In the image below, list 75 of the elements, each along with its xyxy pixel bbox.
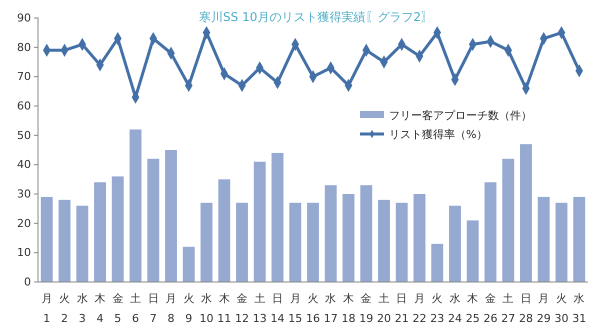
x-tick-label: 月 1: [41, 292, 52, 325]
bar: [520, 144, 532, 282]
x-tick-label: 木 11: [217, 292, 232, 325]
x-tick-label: 水 10: [200, 292, 214, 325]
x-tick-label: 日 21: [394, 292, 409, 325]
bar: [538, 196, 550, 282]
y-tick-label: 60: [17, 100, 31, 113]
x-tick-label: 木 25: [466, 292, 480, 325]
chart-title: 寒川SS 10月のリスト獲得実績〖グラフ2〗: [199, 10, 433, 24]
x-tick-label: 日 14: [270, 292, 285, 325]
bar: [165, 150, 177, 282]
legend-label: リスト獲得率（%）: [389, 128, 488, 141]
x-tick-label: 月 22: [412, 292, 426, 325]
x-tick-label: 金 19: [359, 292, 374, 325]
bar: [431, 244, 444, 282]
x-tick-label: 土 6: [130, 292, 142, 325]
bar: [573, 196, 586, 282]
bar: [360, 185, 372, 282]
x-tick-label: 土 13: [252, 292, 267, 325]
bar: [342, 194, 354, 282]
x-tick-label: 月 8: [166, 292, 177, 325]
bar: [272, 152, 284, 282]
x-tick-label: 火 2: [59, 292, 70, 325]
y-tick-label: 0: [24, 276, 31, 289]
bar: [396, 202, 408, 282]
bar: [94, 182, 106, 282]
legend-label: フリー客アプローチ数（件）: [389, 109, 532, 122]
x-tick-label: 火 16: [306, 292, 320, 325]
y-tick-label: 70: [17, 70, 31, 84]
bar: [466, 220, 479, 282]
x-tick-label: 火 9: [183, 292, 194, 325]
bar: [76, 206, 88, 282]
bar: [449, 206, 461, 282]
x-tick-label: 土 20: [376, 292, 391, 325]
x-tick-label: 火 23: [430, 292, 444, 325]
bar: [130, 129, 142, 282]
x-tick-label: 水 24: [448, 292, 462, 325]
x-tick-label: 日 28: [518, 292, 533, 325]
y-tick-label: 30: [17, 188, 31, 201]
x-tick-label: 金 26: [483, 292, 498, 325]
y-tick-label: 50: [17, 128, 31, 142]
x-tick-label: 火 30: [554, 292, 568, 325]
bar: [40, 196, 53, 282]
y-tick-label: 10: [17, 246, 31, 260]
bar: [182, 246, 195, 282]
x-tick-label: 金 12: [235, 292, 250, 325]
bar: [289, 202, 302, 282]
bar: [236, 202, 248, 282]
bar: [484, 182, 496, 282]
y-tick-label: 90: [17, 12, 31, 25]
y-tick-label: 20: [17, 216, 31, 230]
x-tick-label: 月 15: [288, 292, 302, 325]
bar: [307, 202, 319, 282]
bar: [218, 179, 230, 282]
bar: [254, 162, 266, 282]
bar: [58, 200, 70, 282]
x-tick-label: 日 7: [148, 292, 159, 325]
bar: [414, 194, 426, 282]
bar: [502, 158, 514, 282]
x-tick-label: 水 3: [76, 292, 88, 325]
bar: [200, 202, 212, 282]
bar: [378, 200, 390, 282]
x-tick-label: 木 4: [94, 292, 106, 325]
x-tick-label: 月 29: [536, 292, 551, 325]
x-tick-label: 水 31: [572, 292, 586, 325]
x-tick-label: 水 17: [324, 292, 338, 325]
bar: [556, 202, 568, 282]
x-tick-label: 木 18: [341, 292, 356, 325]
y-tick-label: 40: [17, 158, 31, 172]
x-tick-label: 金 5: [112, 292, 124, 325]
bar: [147, 158, 160, 282]
x-tick-label: 土 27: [501, 292, 516, 325]
bar: [112, 176, 124, 282]
y-tick-label: 80: [17, 40, 31, 54]
bar: [324, 185, 337, 282]
